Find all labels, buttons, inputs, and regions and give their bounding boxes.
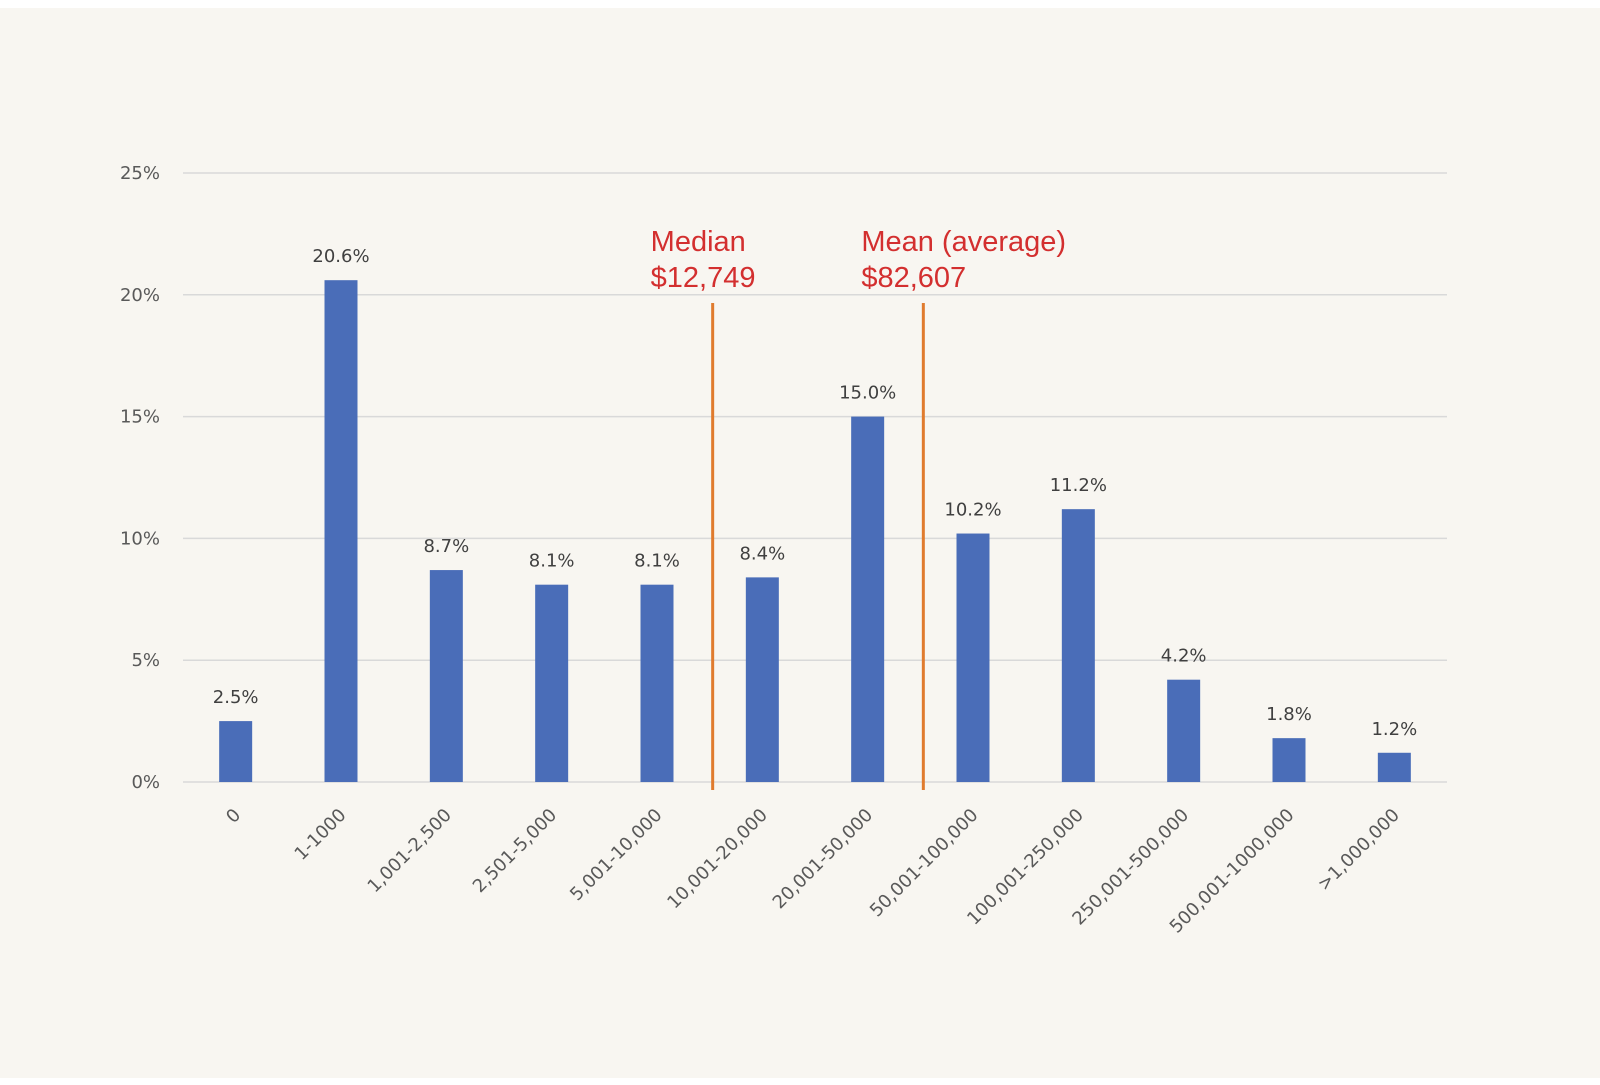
bar (1061, 509, 1095, 782)
y-tick-label: 25% (120, 163, 160, 184)
data-label: 8.7% (423, 536, 469, 557)
annotation-label: Median (651, 226, 746, 258)
data-label: 10.2% (944, 500, 1001, 521)
y-tick-label: 0% (131, 772, 160, 793)
data-label: 8.1% (634, 551, 680, 572)
y-axis-tick-labels: 0% 5% 10% 15% 20% 25% (120, 163, 160, 793)
bar (1377, 752, 1411, 782)
chart-background (0, 8, 1600, 1078)
data-label: 8.4% (739, 543, 785, 564)
annotation-label: Mean (average) (861, 226, 1066, 258)
annotation-value: $12,749 (651, 262, 756, 294)
bar (956, 533, 990, 782)
data-label: 20.6% (312, 246, 369, 267)
data-label: 2.5% (213, 687, 259, 708)
y-tick-label: 5% (131, 650, 160, 671)
data-label: 15.0% (839, 383, 896, 404)
bar (219, 721, 253, 782)
bar (851, 416, 885, 782)
data-label: 4.2% (1161, 646, 1207, 667)
reference-annotations: Median $12,749 Mean (average) $82,607 (651, 226, 1066, 790)
annotation-value: $82,607 (861, 262, 966, 294)
y-tick-label: 10% (120, 528, 160, 549)
data-label: 11.2% (1050, 475, 1107, 496)
bar (1167, 679, 1201, 782)
bars (219, 280, 1411, 782)
data-label: 8.1% (529, 551, 575, 572)
y-tick-label: 15% (120, 407, 160, 428)
data-label: 1.2% (1371, 719, 1417, 740)
bar (745, 577, 779, 782)
bar (640, 584, 674, 782)
gridlines (183, 172, 1447, 783)
data-labels: 2.5% 20.6% 8.7% 8.1% 8.1% 8.4% 15.0% 10.2% 11.2%… (213, 246, 1417, 740)
bar (429, 570, 463, 782)
bar (1272, 738, 1306, 782)
data-label: 1.8% (1266, 704, 1312, 725)
bar (535, 584, 569, 782)
bar (324, 280, 358, 782)
y-tick-label: 20% (120, 285, 160, 306)
